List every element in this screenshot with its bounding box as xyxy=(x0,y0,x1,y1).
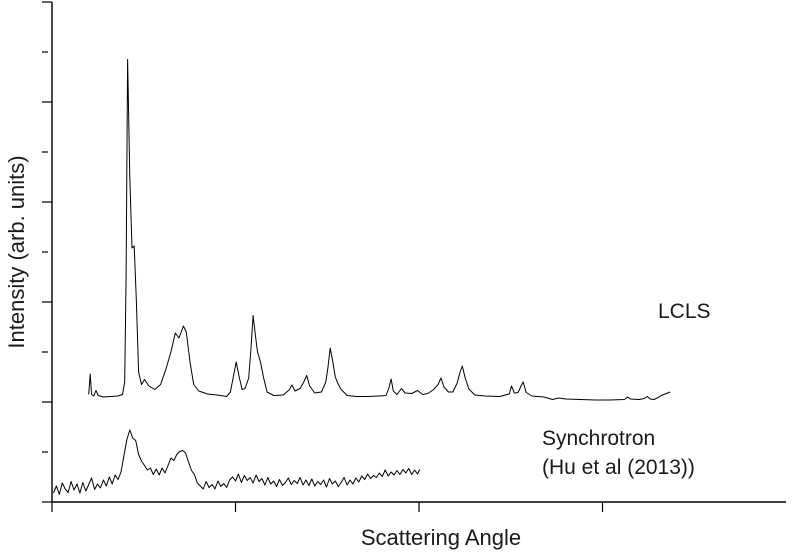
ticks xyxy=(42,1,604,512)
series-group xyxy=(53,59,671,495)
series-label-lcls: LCLS xyxy=(658,300,711,323)
series-label-synchrotron-reference: (Hu et al (2013)) xyxy=(542,456,695,479)
axes xyxy=(51,2,786,503)
y-axis-title: Intensity (arb. units) xyxy=(4,155,29,348)
series-label-synchrotron: Synchrotron xyxy=(542,427,655,450)
x-axis-title: Scattering Angle xyxy=(361,525,521,550)
series-line-synchrotron xyxy=(53,429,421,495)
series-line-lcls xyxy=(88,59,671,401)
